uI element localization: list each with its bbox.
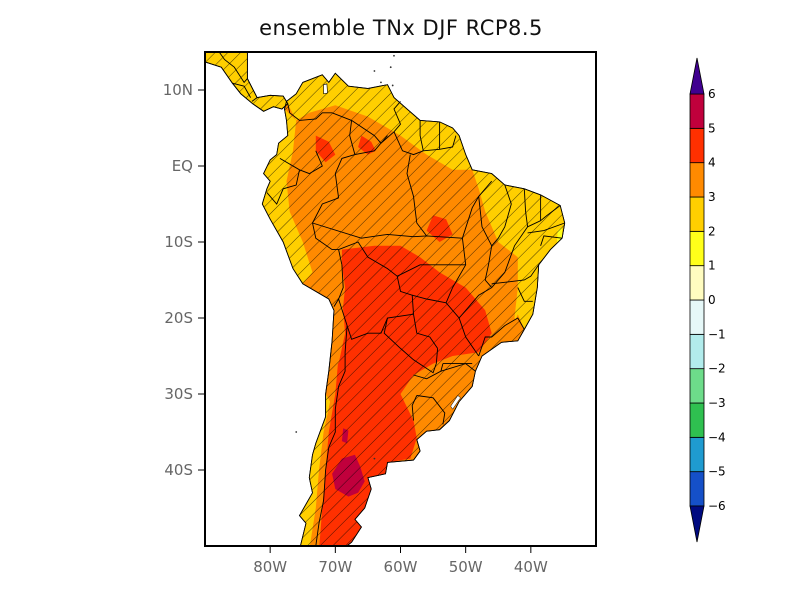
island-dot (389, 66, 392, 69)
colorbar-swatch (689, 333, 705, 370)
colorbar-swatch (689, 230, 705, 267)
colorbar-swatch (689, 265, 705, 301)
border-line (315, 325, 348, 546)
colorbar-swatch (689, 402, 705, 438)
border-line (540, 205, 561, 222)
colorbar-swatch (689, 368, 705, 404)
lon-tick-label: 60W (384, 558, 418, 576)
border-line (419, 120, 424, 151)
border-line (491, 264, 540, 285)
lon-axis: 80W 70W 60W 50W 40W (253, 546, 548, 576)
map-title: ensemble TNx DJF RCP8.5 (259, 16, 543, 40)
border-line (413, 314, 438, 349)
border-line (412, 294, 447, 304)
border-line (527, 222, 565, 234)
colorbar-label: −3 (708, 396, 726, 410)
colorbar-swatch (689, 162, 705, 198)
colorbar-swatch (689, 299, 705, 335)
border-line (461, 180, 493, 239)
lat-tick-label: 10N (163, 81, 193, 99)
island-dot (361, 28, 363, 30)
lon-tick-label: 80W (253, 558, 287, 576)
border-line (218, 52, 248, 84)
border-line (396, 264, 466, 277)
colorbar-label: 5 (708, 121, 716, 135)
lat-tick-label: 40S (164, 461, 193, 479)
border-line (406, 154, 427, 237)
border-line (354, 135, 388, 156)
border-line (383, 317, 439, 374)
island-dot (373, 457, 376, 460)
lon-tick-label: 40W (514, 558, 548, 576)
colorbar-label: −6 (708, 499, 726, 513)
colorbar-swatch (689, 471, 705, 507)
colorbar-label: 4 (708, 156, 716, 170)
border-line (416, 395, 446, 425)
lon-tick-label: 70W (318, 558, 352, 576)
colorbar-label: 0 (708, 293, 716, 307)
border-line (491, 188, 529, 288)
colorbar: −6 −5 −4 −3 −2 −1 0 1 2 3 4 5 6 (689, 57, 726, 543)
colorbar-swatch (689, 436, 705, 473)
colorbar-label: −1 (708, 327, 726, 341)
colorbar-swatch (689, 127, 705, 164)
border-line (491, 184, 512, 247)
border-line (527, 194, 542, 228)
border-line (478, 196, 493, 288)
coastline (261, 72, 566, 546)
lat-tick-label: 20S (164, 309, 193, 327)
lat-tick-label: 10S (164, 233, 193, 251)
colorbar-label: 2 (708, 224, 716, 238)
colorbar-label: 6 (708, 87, 716, 101)
lat-tick-label: 30S (164, 385, 193, 403)
lat-axis: 10N EQ 10S 20S 30S 40S (163, 81, 205, 479)
lagoa-dos-patos (450, 395, 461, 410)
border-line (338, 241, 414, 315)
border-line (333, 264, 344, 307)
border-line (517, 287, 533, 302)
significance-hatching-ca (205, 52, 288, 112)
border-line (251, 97, 258, 102)
island-dot (295, 431, 298, 433)
lat-tick-label: EQ (172, 157, 193, 175)
island-dot (380, 81, 382, 84)
colorbar-label: −2 (708, 362, 726, 376)
border-line (287, 103, 356, 198)
lake-maracaibo (323, 83, 328, 95)
country-borders (218, 28, 565, 546)
island-dot (373, 70, 376, 72)
border-line (411, 395, 418, 421)
colorbar-swatch (689, 196, 705, 232)
lon-tick-label: 50W (449, 558, 483, 576)
colorbar-swatch (689, 93, 705, 129)
colorbar-under-arrow (689, 505, 705, 543)
border-line (478, 317, 525, 357)
colorbar-label: 1 (708, 259, 716, 273)
border-line (413, 363, 444, 380)
border-line (540, 235, 563, 246)
border-line (279, 150, 323, 175)
border-line (266, 169, 300, 205)
border-line (458, 287, 492, 319)
border-line (232, 82, 251, 98)
coastline-ca (205, 52, 289, 112)
island-dot (391, 84, 394, 87)
colorbar-label: 3 (708, 190, 716, 204)
border-line (312, 222, 463, 239)
land-field (205, 52, 566, 546)
colorbar-over-arrow (689, 57, 705, 95)
island-dot (393, 54, 395, 57)
colorbar-label: −5 (708, 465, 726, 479)
colorbar-label: −4 (708, 430, 726, 444)
